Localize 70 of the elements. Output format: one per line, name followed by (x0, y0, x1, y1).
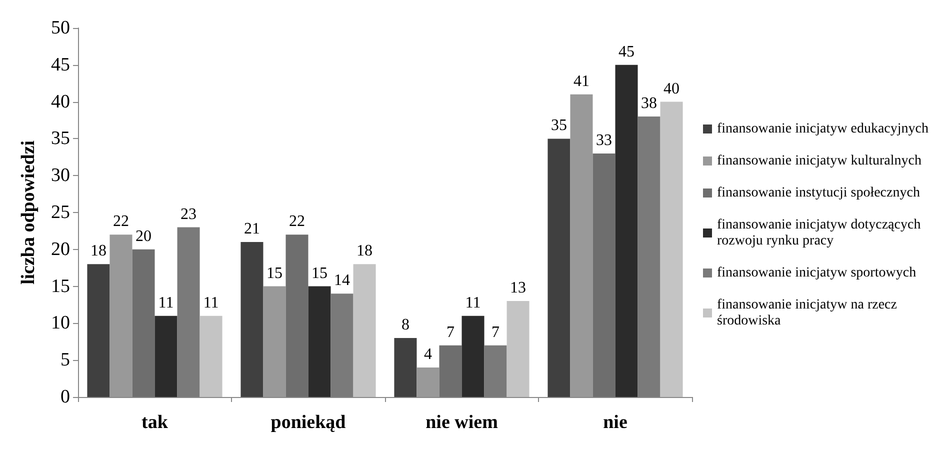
bar (638, 116, 660, 397)
bar (110, 234, 132, 397)
data-label: 15 (266, 264, 282, 282)
legend-label: finansowanie inicjatyw dotyczących rozwoju rynku pracy (717, 218, 924, 248)
bar (484, 345, 507, 397)
bar (439, 345, 462, 397)
data-label: 40 (664, 80, 680, 98)
y-tick-label: 15 (51, 276, 70, 297)
data-label: 15 (312, 264, 328, 282)
bar (548, 138, 570, 397)
bar (132, 249, 155, 397)
data-label: 23 (180, 206, 197, 223)
legend-label: finansowanie inicjatyw sportowych (717, 266, 916, 280)
data-label: 11 (203, 294, 219, 312)
x-tick-label: nie wiem (426, 412, 498, 433)
data-label: 22 (112, 213, 129, 230)
bar (394, 338, 417, 397)
data-label: 21 (244, 220, 260, 238)
bar (506, 301, 530, 397)
bar (200, 316, 222, 397)
bar (570, 94, 593, 397)
bar (308, 286, 331, 397)
data-label: 7 (446, 324, 454, 341)
bar (353, 264, 376, 397)
y-axis-title: liczba odpowiedzi (18, 140, 39, 285)
data-label: 7 (492, 324, 500, 341)
data-label: 38 (641, 95, 658, 112)
data-label: 13 (510, 280, 526, 297)
data-label: 8 (401, 316, 410, 334)
data-label: 14 (334, 272, 350, 290)
bar (87, 264, 110, 397)
y-tick-label: 25 (51, 202, 70, 223)
data-label: 22 (288, 213, 305, 230)
y-tick-label: 35 (51, 128, 70, 150)
data-label: 4 (424, 346, 432, 363)
data-label: 18 (356, 242, 373, 260)
bar (615, 64, 638, 397)
data-label: 35 (550, 117, 567, 134)
bar (263, 286, 286, 397)
data-label: 41 (573, 72, 590, 90)
data-label: 20 (135, 228, 152, 245)
data-label: 33 (596, 132, 612, 149)
y-tick-label: 40 (51, 91, 70, 112)
bar (240, 242, 264, 397)
legend-label: finansowanie inicjatyw na rzecz środowiska (717, 298, 900, 328)
y-tick-label: 30 (51, 165, 70, 186)
legend-label: finansowanie inicjatyw edukacyjnych (717, 122, 928, 136)
bar (177, 227, 200, 397)
y-tick-label: 50 (51, 18, 70, 38)
bar (330, 294, 354, 397)
data-label: 18 (90, 242, 106, 260)
x-tick-label: nie (603, 412, 628, 433)
y-tick-label: 20 (51, 238, 70, 260)
data-label: 45 (618, 43, 635, 60)
legend-label: finansowanie instytucji społecznych (717, 186, 920, 200)
bar (660, 102, 683, 397)
data-label: 11 (465, 294, 481, 312)
y-tick-label: 5 (60, 350, 70, 371)
data-label: 11 (158, 294, 174, 312)
x-tick-label: poniekąd (270, 412, 346, 433)
bar (592, 153, 616, 397)
bar (416, 367, 440, 397)
bar (462, 316, 484, 397)
y-tick-label: 10 (51, 312, 70, 334)
x-tick-label: tak (142, 412, 168, 433)
bar (286, 234, 308, 397)
legend-label: finansowanie inicjatyw kulturalnych (717, 154, 922, 168)
bar (154, 316, 178, 397)
y-tick-label: 0 (60, 386, 70, 408)
y-tick-label: 45 (51, 54, 70, 76)
